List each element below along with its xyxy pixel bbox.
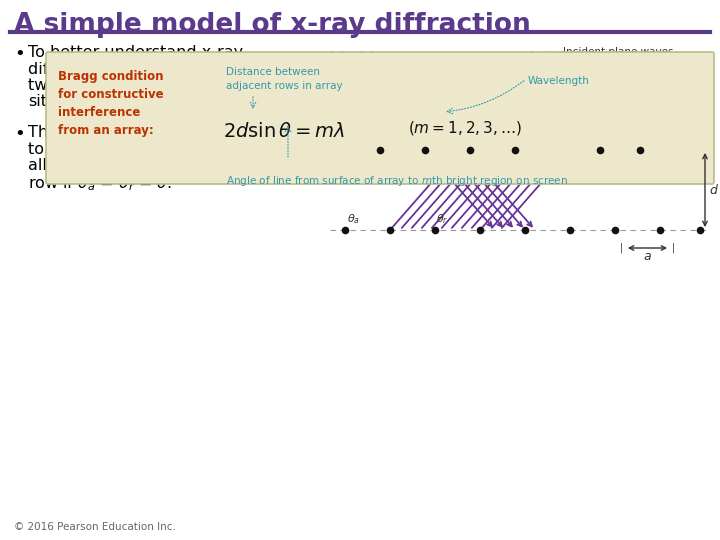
Text: |: | (672, 243, 675, 253)
Text: two-dimensional scattering: two-dimensional scattering (28, 78, 247, 93)
Text: Incident plane waves: Incident plane waves (563, 47, 673, 57)
Text: •: • (14, 125, 24, 143)
Text: all the scatterers in a single: all the scatterers in a single (28, 158, 251, 173)
Text: © 2016 Pearson Education Inc.: © 2016 Pearson Education Inc. (14, 522, 176, 532)
Text: |: | (620, 243, 623, 253)
Text: situation.: situation. (28, 94, 103, 110)
Text: adjacent rows in array: adjacent rows in array (226, 81, 343, 91)
Text: A simple model of x-ray diffraction: A simple model of x-ray diffraction (14, 12, 531, 38)
Text: •: • (14, 45, 24, 63)
Text: $\theta_r$: $\theta_r$ (436, 212, 449, 226)
Text: diffraction, we consider a: diffraction, we consider a (28, 62, 232, 77)
Text: interference: interference (58, 106, 140, 119)
Text: $(m = 1, 2, 3, \ldots)$: $(m = 1, 2, 3, \ldots)$ (408, 119, 522, 137)
Text: row if $\theta_a$ = $\theta_r$ = $\theta$.: row if $\theta_a$ = $\theta_r$ = $\theta… (28, 174, 172, 193)
Text: To better understand x-ray: To better understand x-ray (28, 45, 243, 60)
Text: to observer is the same for: to observer is the same for (28, 141, 246, 157)
Text: Angle of line from surface of array to $m$th bright region on screen: Angle of line from surface of array to $… (226, 174, 568, 188)
Text: from an array:: from an array: (58, 124, 154, 137)
Text: Wavelength: Wavelength (528, 76, 590, 86)
Text: $a$: $a$ (643, 250, 652, 263)
Text: for constructive: for constructive (58, 88, 163, 101)
Text: $d$: $d$ (709, 183, 719, 197)
Text: $2d\sin\theta = m\lambda$: $2d\sin\theta = m\lambda$ (223, 122, 346, 141)
Text: The path length from source: The path length from source (28, 125, 257, 140)
Text: Bragg condition: Bragg condition (58, 70, 163, 83)
Text: Scatterers (e.g., atoms): Scatterers (e.g., atoms) (435, 165, 559, 175)
Text: $\theta_a$: $\theta_a$ (347, 212, 360, 226)
FancyBboxPatch shape (46, 52, 714, 184)
Text: Distance between: Distance between (226, 67, 320, 77)
